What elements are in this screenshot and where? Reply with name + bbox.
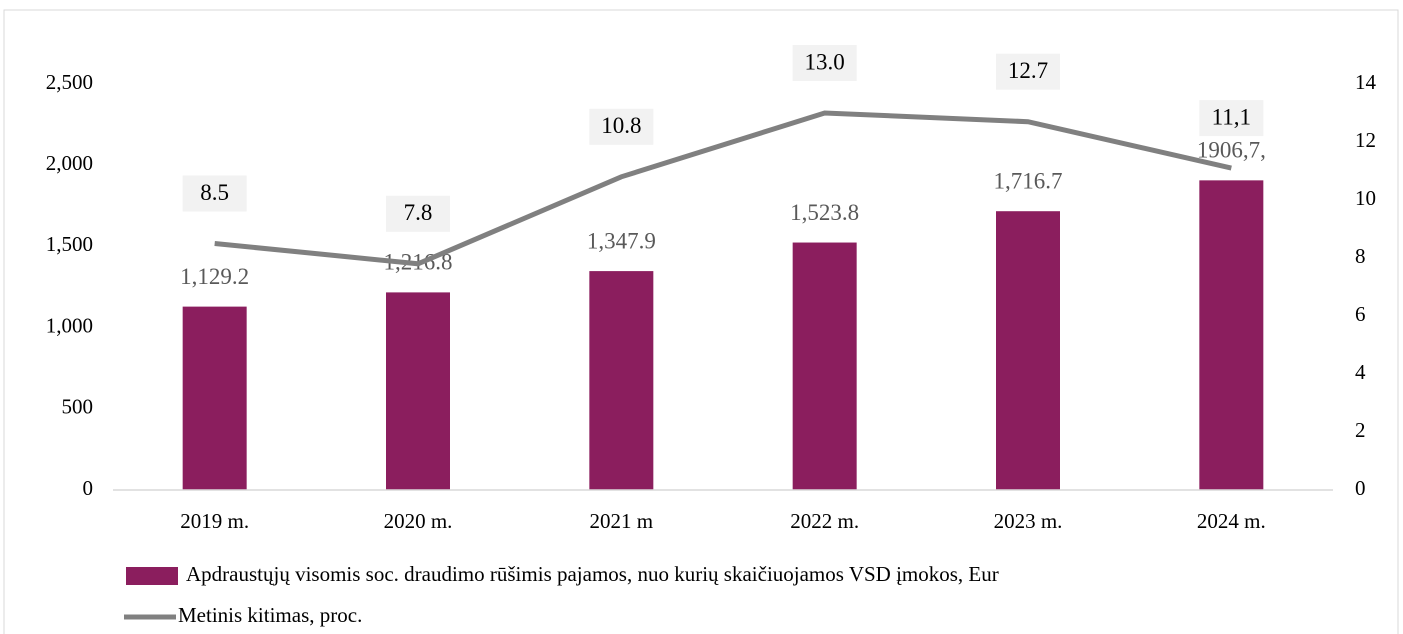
bar: [1199, 180, 1264, 490]
bar-value-label: 1906,7,: [1197, 138, 1266, 163]
x-tick-label: 2023 m.: [994, 509, 1063, 533]
legend-swatch: [126, 567, 178, 585]
y-tick-label: 1,000: [46, 313, 93, 337]
line-label-bg: [996, 53, 1060, 90]
line-value-label: 12.7: [1008, 58, 1048, 83]
bar-value-label: 1,523.8: [790, 200, 859, 225]
line-label-bg: [1199, 100, 1264, 137]
bar-value-label: 1,347.9: [587, 228, 656, 253]
y2-tick-label: 10: [1355, 186, 1376, 210]
y2-tick-label: 4: [1355, 360, 1366, 384]
line-value-label: 13.0: [805, 49, 845, 74]
frame: [3, 9, 1399, 634]
legend-label: Apdraustųjų visomis soc. draudimo rūšimi…: [186, 562, 999, 586]
y2-tick-label: 8: [1355, 244, 1366, 268]
line-label-bg: [386, 195, 450, 232]
x-tick-label: 2021 m: [590, 509, 654, 533]
line-label-bg: [589, 108, 654, 145]
line-value-label: 11,1: [1212, 104, 1251, 129]
line-label-bg: [182, 175, 247, 212]
bar-value-label: 1,716.7: [994, 168, 1063, 193]
y2-tick-label: 12: [1355, 128, 1376, 152]
x-tick-label: 2022 m.: [790, 509, 859, 533]
y2-tick-label: 2: [1355, 418, 1366, 442]
x-tick-label: 2024 m.: [1197, 509, 1266, 533]
y-tick-label: 500: [62, 395, 94, 419]
y-tick-label: 0: [83, 476, 94, 500]
y2-tick-label: 0: [1355, 476, 1366, 500]
bar: [996, 211, 1060, 490]
line-label-bg: [792, 45, 857, 81]
bar-value-label: 1,129.2: [180, 264, 249, 289]
x-tick-label: 2019 m.: [180, 509, 249, 533]
y-tick-label: 1,500: [46, 232, 93, 256]
bar: [386, 292, 450, 490]
bar: [792, 242, 857, 490]
y-tick-label: 2,000: [46, 151, 93, 175]
y2-tick-label: 6: [1355, 302, 1366, 326]
y-tick-label: 2,500: [46, 70, 93, 94]
line-value-label: 8.5: [200, 180, 229, 205]
y2-tick-label: 14: [1355, 70, 1377, 94]
bar: [182, 306, 247, 490]
line-value-label: 10.8: [601, 113, 641, 138]
bar: [589, 271, 654, 490]
x-tick-label: 2020 m.: [384, 509, 453, 533]
legend-label: Metinis kitimas, proc.: [178, 603, 362, 627]
line: [214, 110, 1232, 267]
line-value-label: 7.8: [404, 200, 433, 225]
